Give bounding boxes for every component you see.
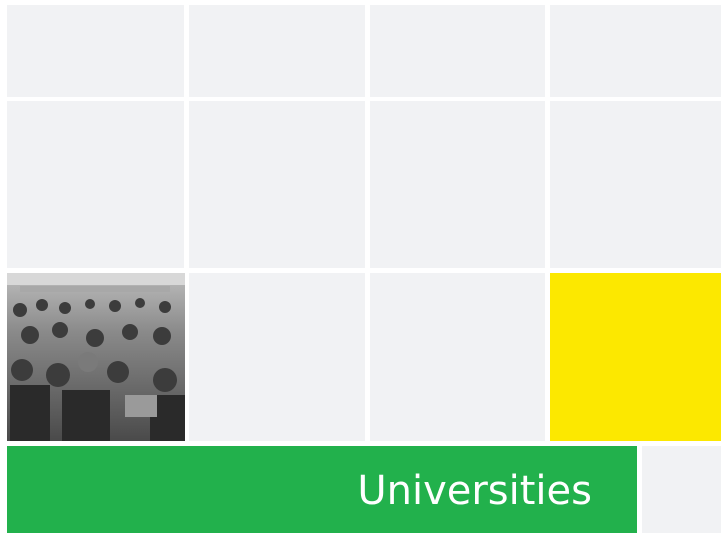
tile	[550, 101, 721, 268]
tile	[370, 273, 545, 441]
tile	[370, 5, 545, 97]
tile	[642, 446, 721, 533]
tile	[7, 101, 184, 268]
banner-label: Universities	[357, 468, 592, 514]
tile	[7, 5, 184, 97]
lecture-photo	[7, 273, 185, 441]
yellow-tile	[550, 273, 721, 441]
tile	[550, 5, 721, 97]
banner	[7, 446, 637, 533]
tile	[189, 101, 365, 268]
tile	[370, 101, 545, 268]
tile	[189, 5, 365, 97]
tile	[189, 273, 365, 441]
